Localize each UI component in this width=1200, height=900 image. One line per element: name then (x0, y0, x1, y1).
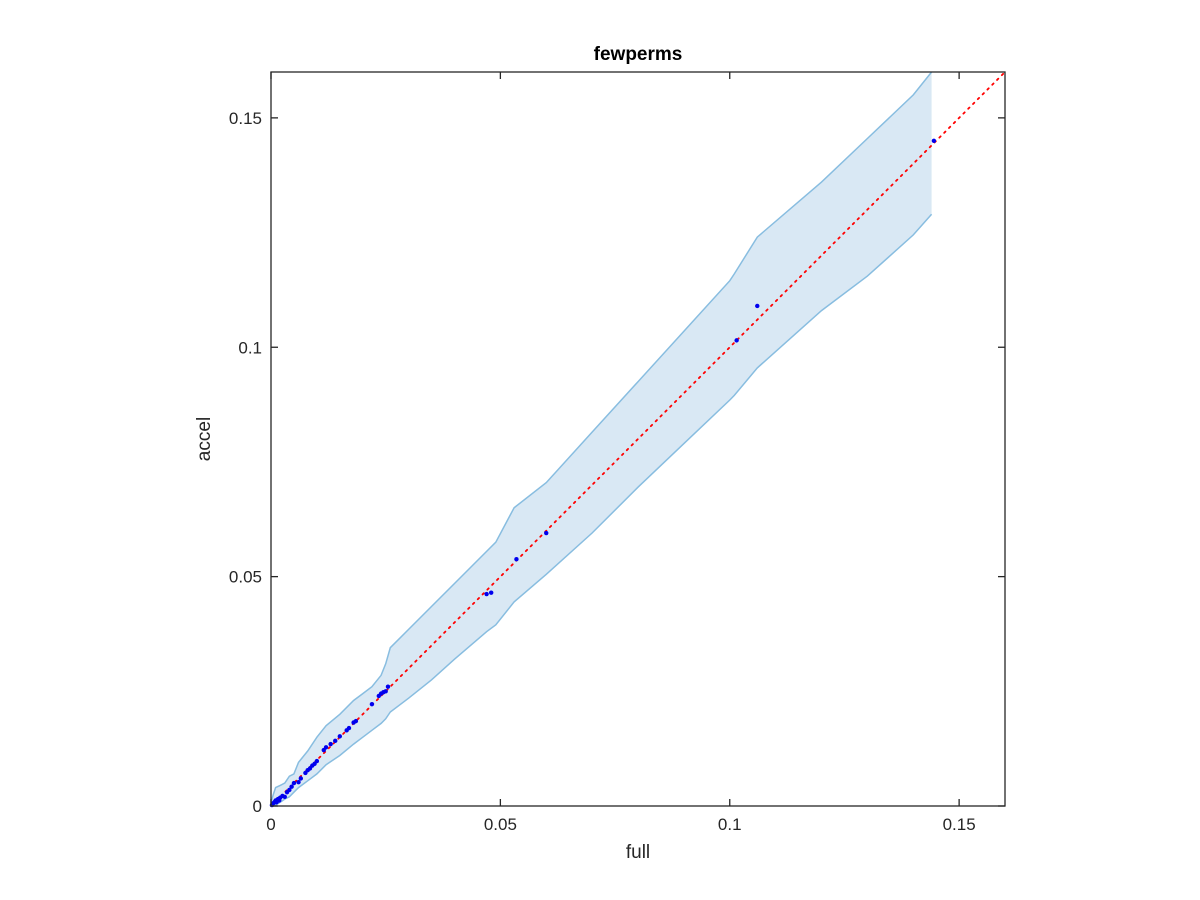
data-point (489, 590, 494, 595)
data-point (282, 794, 287, 800)
data-point (544, 530, 549, 536)
confidence-band-upper-edge (270, 71, 933, 803)
y-tick-label: 0.15 (229, 109, 262, 128)
data-point (514, 556, 519, 562)
data-point (383, 689, 388, 694)
x-tick-label: 0.1 (718, 815, 742, 834)
axes-box (270, 71, 1006, 807)
x-tick-label: 0.15 (943, 815, 976, 834)
x-tick-label: 0 (266, 815, 275, 834)
data-point (298, 776, 304, 781)
axis-ticks (270, 72, 1005, 807)
data-point (755, 303, 760, 309)
data-point (333, 738, 338, 744)
data-point (323, 745, 329, 750)
x-axis-title: full (626, 842, 650, 863)
data-point (296, 779, 301, 785)
data-point (734, 338, 739, 343)
data-point (369, 701, 375, 707)
data-point (337, 734, 343, 739)
data-point (385, 684, 391, 689)
data-point (291, 780, 297, 786)
y-axis-title: accel (194, 417, 215, 461)
confidence-band-lower-edge (271, 213, 933, 807)
chart-title: fewperms (594, 44, 683, 65)
data-point (289, 784, 294, 789)
confidence-band-fill (271, 72, 932, 806)
data-points (269, 138, 937, 808)
plot-area (269, 71, 1006, 808)
y-tick-label: 0.1 (238, 338, 262, 357)
y-tick-label: 0.05 (229, 568, 262, 587)
data-point (931, 138, 937, 144)
y-tick-label: 0 (253, 797, 262, 816)
data-point (314, 758, 320, 764)
data-point (346, 725, 352, 731)
data-point (484, 591, 489, 597)
identity-reference-line (270, 71, 1006, 807)
data-point (328, 741, 333, 747)
data-point (353, 718, 359, 724)
x-tick-label: 0.05 (484, 815, 517, 834)
tick-labels: 0 0.05 0.1 0.15 0 0.05 0.1 0.15 (229, 109, 976, 834)
data-point (287, 787, 292, 793)
